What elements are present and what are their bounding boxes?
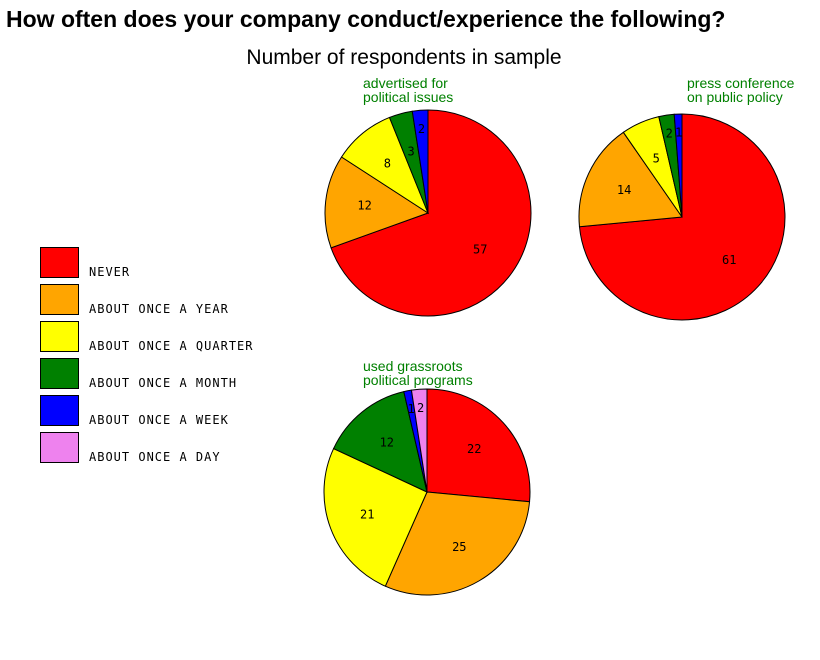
- pie-value-label: 12: [380, 435, 394, 449]
- pie-value-label: 5: [653, 152, 660, 166]
- legend-label: ABOUT ONCE A YEAR: [89, 302, 229, 316]
- legend-swatch: [40, 432, 79, 463]
- pie-title-line: used grassroots: [363, 358, 463, 374]
- pie-title-line: political issues: [363, 89, 453, 105]
- legend-swatch: [40, 321, 79, 352]
- pie-title-line: on public policy: [687, 89, 783, 105]
- legend-swatch: [40, 247, 79, 278]
- legend-label: ABOUT ONCE A QUARTER: [89, 339, 254, 353]
- pie-title-line: political programs: [363, 372, 473, 388]
- pie-value-label: 3: [407, 144, 414, 158]
- pie-slice-about-once-a-year: [384, 491, 531, 596]
- pie-value-label: 61: [722, 253, 736, 267]
- legend-label: ABOUT ONCE A MONTH: [89, 376, 238, 390]
- pie-value-label: 22: [467, 442, 481, 456]
- legend-item-about-once-a-quarter: ABOUT ONCE A QUARTER: [40, 321, 340, 353]
- legend-item-about-once-a-month: ABOUT ONCE A MONTH: [40, 358, 340, 390]
- pie-value-label: 8: [384, 157, 391, 171]
- legend-item-about-once-a-week: ABOUT ONCE A WEEK: [40, 395, 340, 427]
- pie-value-label: 25: [452, 540, 466, 554]
- legend-item-about-once-a-year: ABOUT ONCE A YEAR: [40, 284, 340, 316]
- pie-slice-about-once-a-year: [578, 131, 683, 228]
- legend-label: ABOUT ONCE A DAY: [89, 450, 221, 464]
- pie-slice-about-once-a-week: [411, 109, 429, 214]
- pie-slice-never: [330, 109, 532, 317]
- pie-value-label: 1: [407, 402, 414, 416]
- pie-slice-about-once-a-month: [332, 391, 428, 493]
- pie-value-label: 2: [666, 127, 673, 141]
- legend-swatch: [40, 395, 79, 426]
- pie-value-label: 12: [357, 199, 371, 213]
- legend-label: NEVER: [89, 265, 131, 279]
- pie-value-label: 57: [473, 243, 487, 257]
- pie-value-label: 1: [675, 126, 682, 140]
- legend-item-never: NEVER: [40, 247, 340, 279]
- pie-title-line: press conference: [687, 75, 795, 91]
- legend-swatch: [40, 358, 79, 389]
- pie-slice-never: [426, 388, 531, 503]
- legend-swatch: [40, 284, 79, 315]
- pie-title-line: advertised for: [363, 75, 448, 91]
- pie-slice-about-once-a-year: [324, 156, 430, 249]
- pie-value-label: 2: [417, 401, 424, 415]
- pie-value-label: 21: [360, 508, 374, 522]
- pie-slice-about-once-a-quarter: [323, 447, 428, 587]
- pie-slice-about-once-a-week: [673, 113, 683, 218]
- chart-subtitle: Number of respondents in sample: [246, 46, 562, 69]
- chart-title: How often does your company conduct/expe…: [6, 6, 726, 32]
- legend-item-about-once-a-day: ABOUT ONCE A DAY: [40, 432, 340, 464]
- pie-slice-about-once-a-day: [410, 388, 428, 493]
- pie-value-label: 2: [418, 122, 425, 136]
- pie-value-label: 14: [617, 183, 631, 197]
- legend-label: ABOUT ONCE A WEEK: [89, 413, 229, 427]
